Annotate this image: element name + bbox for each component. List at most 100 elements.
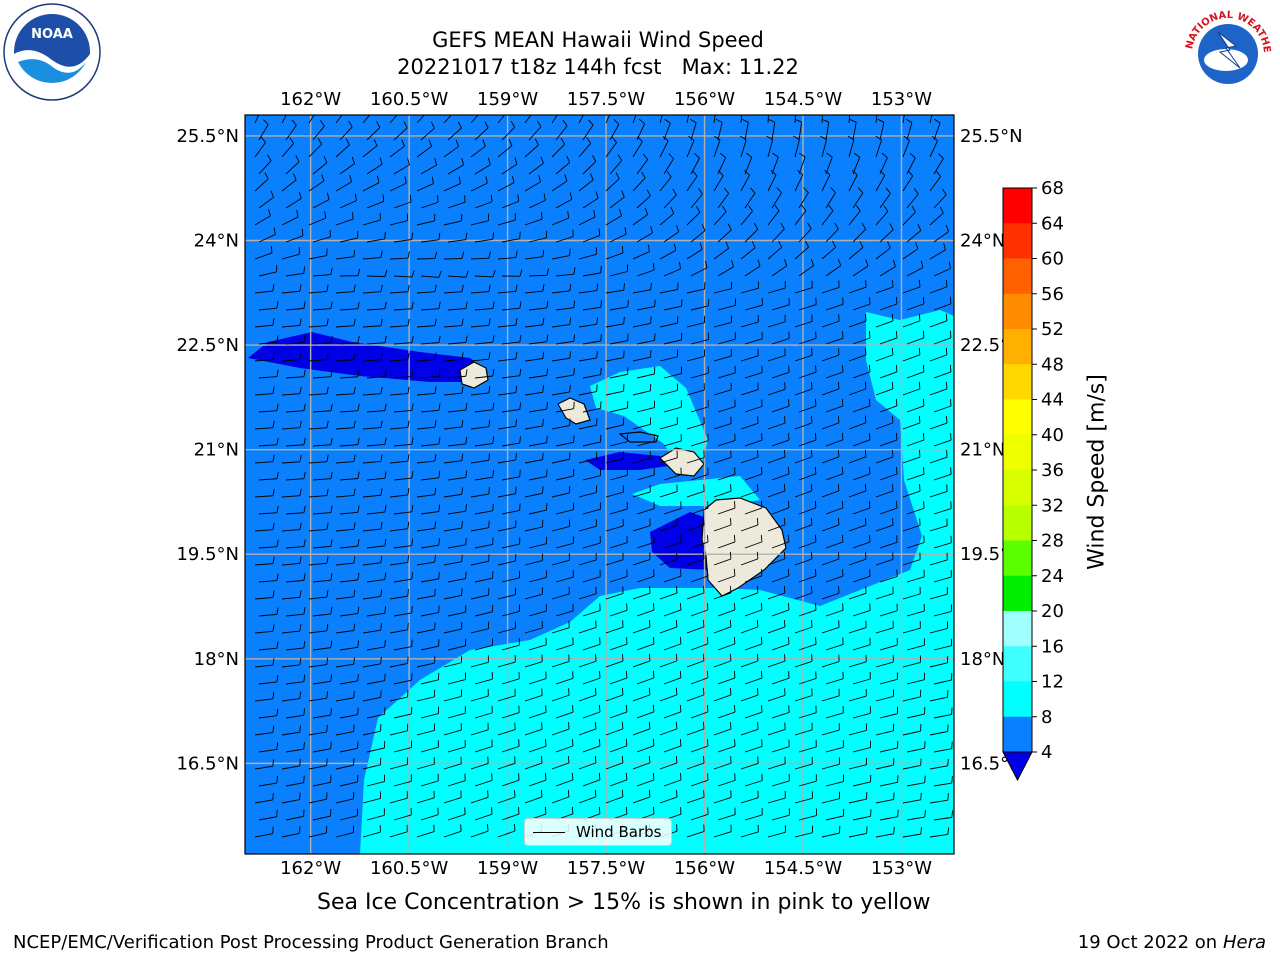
- wind-barb: [929, 286, 948, 294]
- wind-barb: [470, 763, 489, 770]
- wind-barb: [524, 256, 543, 260]
- wind-barb-flag: [569, 351, 571, 359]
- wind-barb-flag: [864, 483, 867, 491]
- wind-barb: [339, 163, 355, 175]
- wind-barb-flag: [938, 153, 944, 159]
- wind-barb: [362, 494, 381, 498]
- wind-barb: [474, 201, 493, 209]
- wind-barb: [335, 393, 354, 396]
- wind-barb: [744, 780, 763, 787]
- wind-barb-flag: [745, 152, 753, 158]
- wind-barb-flag: [299, 352, 302, 360]
- wind-barb-flag: [560, 137, 566, 145]
- wind-barb-flag: [652, 772, 655, 780]
- wind-barb: [663, 745, 682, 753]
- wind-barb-flag: [694, 153, 700, 159]
- wind-barb-flag: [303, 471, 306, 479]
- wind-barb: [609, 306, 628, 311]
- wind-barb-flag: [330, 369, 333, 377]
- wind-barb: [686, 524, 705, 532]
- wind-barb-flag: [273, 227, 276, 235]
- wind-barb: [713, 321, 732, 328]
- wind-barb: [717, 541, 736, 549]
- wind-barb: [339, 747, 358, 753]
- wind-barb-flag: [803, 187, 809, 193]
- wind-barb-flag: [891, 381, 894, 389]
- wind-barb-flag: [920, 260, 924, 268]
- wind-barb: [686, 212, 701, 226]
- wind-barb: [501, 611, 520, 617]
- wind-barb: [767, 246, 782, 260]
- wind-barb: [852, 473, 871, 481]
- wind-barb: [798, 712, 817, 719]
- wind-barb: [879, 610, 898, 617]
- wind-barb-flag: [546, 268, 549, 276]
- wind-barb: [632, 289, 651, 294]
- wind-barb-flag: [380, 623, 382, 631]
- wind-barb-flag: [945, 347, 948, 355]
- wind-barb: [632, 424, 651, 430]
- wind-barb: [879, 816, 898, 821]
- wind-barb-flag: [733, 568, 736, 576]
- wind-barb-flag: [411, 471, 414, 479]
- wind-barb: [524, 695, 543, 702]
- wind-barb-flag: [519, 301, 522, 309]
- wind-barb: [771, 228, 785, 243]
- wind-barb-flag: [461, 453, 464, 461]
- wind-barb: [362, 663, 381, 668]
- wind-barb-flag: [594, 721, 597, 729]
- wind-barb: [929, 593, 948, 600]
- wind-barb: [798, 541, 817, 549]
- wind-barb-flag: [482, 139, 486, 147]
- wind-barb: [902, 627, 921, 634]
- wind-barb: [929, 320, 948, 328]
- wind-barb: [663, 231, 680, 243]
- wind-barb-flag: [625, 806, 628, 814]
- wind-barb: [609, 677, 628, 685]
- wind-barb-flag: [920, 792, 922, 800]
- wind-barb-flag: [272, 488, 275, 496]
- wind-barb: [636, 474, 655, 481]
- wind-barb: [767, 797, 786, 804]
- wind-barb-flag: [546, 334, 549, 342]
- wind-barb-flag: [924, 810, 926, 818]
- wind-barb: [632, 390, 651, 396]
- wind-barb-flag: [384, 369, 387, 377]
- wind-barb: [335, 144, 350, 158]
- wind-barb: [929, 662, 948, 668]
- wind-barb: [285, 198, 302, 209]
- wind-barb: [582, 576, 601, 583]
- wind-barb-flag: [434, 588, 436, 596]
- wind-barb: [555, 441, 574, 447]
- wind-barb-flag: [895, 432, 898, 440]
- wind-barb: [686, 389, 705, 396]
- wind-barb: [366, 646, 385, 651]
- wind-barb: [902, 696, 921, 702]
- wind-barb: [447, 443, 466, 447]
- wind-barb-flag: [573, 267, 576, 275]
- wind-barb-flag: [920, 827, 922, 835]
- wind-barb-flag: [326, 352, 329, 360]
- wind-barb: [362, 697, 381, 702]
- wind-barb-flag: [276, 471, 279, 479]
- wind-barb-flag: [542, 452, 544, 460]
- wind-barb-flag: [353, 589, 356, 597]
- wind-barb: [794, 422, 813, 430]
- wind-barb: [416, 527, 435, 532]
- wind-barb: [605, 660, 624, 668]
- wind-barb-flag: [756, 551, 759, 559]
- wind-barb: [875, 627, 894, 634]
- wind-barb: [794, 354, 813, 362]
- wind-barb: [744, 711, 763, 719]
- wind-barb-flag: [434, 158, 438, 166]
- wind-barb: [717, 609, 736, 617]
- wind-barb: [312, 714, 331, 719]
- wind-barb: [902, 354, 921, 362]
- lat-label-right: 24°N: [960, 230, 1005, 251]
- wind-barb: [929, 799, 948, 804]
- wind-barb: [254, 215, 271, 226]
- wind-barb: [254, 290, 273, 294]
- wind-barb: [416, 291, 435, 294]
- wind-barb-flag: [438, 470, 441, 478]
- wind-barb: [578, 216, 596, 226]
